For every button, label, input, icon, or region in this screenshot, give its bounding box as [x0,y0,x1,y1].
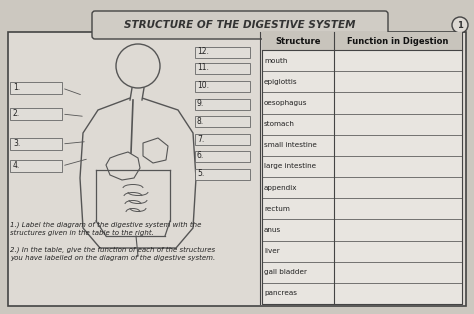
Bar [262,32,462,304]
Bar [195,46,250,57]
Text: mouth: mouth [264,57,287,63]
Bar [10,160,62,172]
Bar [195,80,250,91]
FancyBboxPatch shape [92,11,388,39]
Text: STRUCTURE OF THE DIGESTIVE SYSTEM: STRUCTURE OF THE DIGESTIVE SYSTEM [124,20,356,30]
Text: 5.: 5. [197,170,204,178]
Text: structures given in the table to the right.: structures given in the table to the rig… [10,230,154,236]
Text: 8.: 8. [197,116,204,126]
Bar [10,138,62,150]
Text: 9.: 9. [197,100,204,109]
Bar [195,150,250,161]
Bar [195,62,250,73]
Text: pancreas: pancreas [264,290,297,296]
Text: 12.: 12. [197,47,209,57]
Text: 10.: 10. [197,82,209,90]
Text: epiglottis: epiglottis [264,79,298,85]
Text: 2.: 2. [13,110,20,118]
Text: oesophagus: oesophagus [264,100,308,106]
Bar [8,32,466,306]
Text: stomach: stomach [264,121,295,127]
Text: 2.) In the table, give the function of each of the structures: 2.) In the table, give the function of e… [10,246,215,253]
Text: 1.: 1. [13,84,20,93]
Text: 11.: 11. [197,63,209,73]
Text: appendix: appendix [264,185,298,191]
Text: 7.: 7. [197,134,204,143]
Text: 6.: 6. [197,151,204,160]
Bar [195,169,250,180]
Text: liver: liver [264,248,280,254]
Bar [262,32,462,50]
Bar [10,108,62,120]
Bar [195,133,250,144]
Text: rectum: rectum [264,206,290,212]
Text: you have labelled on the diagram of the digestive system.: you have labelled on the diagram of the … [10,255,215,261]
Bar [195,99,250,110]
Text: gall bladder: gall bladder [264,269,307,275]
Text: 1.) Label the diagram of the digestive system with the: 1.) Label the diagram of the digestive s… [10,221,201,228]
Circle shape [452,17,468,33]
Text: Function in Digestion: Function in Digestion [347,36,449,46]
Text: small intestine: small intestine [264,142,317,148]
Bar [10,82,62,94]
Bar [195,116,250,127]
Text: large intestine: large intestine [264,163,316,170]
Text: anus: anus [264,227,281,233]
Text: 3.: 3. [13,139,20,149]
Text: 1: 1 [457,20,463,30]
Text: Structure: Structure [275,36,321,46]
Text: 4.: 4. [13,161,20,171]
